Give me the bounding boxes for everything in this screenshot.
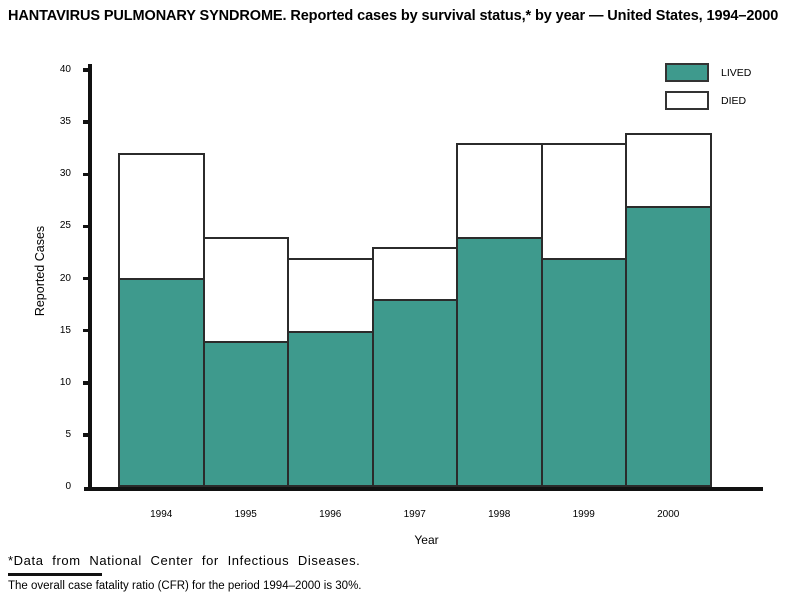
bar-segment-died [204, 238, 287, 342]
x-tick-label: 1996 [319, 509, 342, 520]
legend-swatch-icon [665, 63, 709, 82]
legend-item: LIVED [665, 63, 751, 82]
legend-label: DIED [721, 94, 747, 107]
bar-stack-1999 [540, 142, 627, 487]
y-tick [83, 381, 92, 385]
y-tick [83, 172, 92, 176]
bar-segment-died [542, 144, 625, 258]
y-tick [83, 120, 92, 124]
x-tick-label: 1994 [150, 509, 173, 520]
bar-segment-lived [542, 257, 625, 485]
y-tick-label: 35 [59, 116, 71, 128]
bar-stack-2000 [625, 132, 712, 487]
y-tick-label: 40 [59, 64, 71, 75]
bar-segment-died [458, 144, 541, 237]
legend-item: DIED [665, 91, 751, 110]
footnote-divider [8, 573, 102, 576]
bar-segment-lived [120, 278, 203, 485]
footnote-cfr: The overall case fatality ratio (CFR) fo… [8, 580, 362, 592]
x-tick-label: 1997 [403, 509, 426, 520]
x-tick-label: 2000 [657, 509, 680, 520]
y-tick-label: 30 [59, 168, 71, 180]
legend-swatch-icon [665, 91, 709, 110]
bar-segment-lived [373, 299, 456, 485]
bar-segment-died [120, 155, 203, 279]
x-axis-title: Year [414, 533, 439, 547]
y-tick [83, 276, 92, 281]
bar-segment-lived [627, 205, 710, 485]
chart-title: HANTAVIRUS PULMONARY SYNDROME. Reported … [8, 8, 779, 24]
footnote-data-source: *Data from National Center for Infectiou… [8, 553, 361, 568]
bar-stack-1998 [456, 142, 543, 487]
x-tick-label: 1998 [488, 509, 511, 520]
chart-legend: LIVED DIED [665, 63, 751, 119]
y-tick-label: 0 [65, 481, 71, 492]
y-tick-label: 5 [65, 428, 71, 440]
x-tick-label: 1999 [572, 509, 595, 520]
y-tick [83, 328, 92, 333]
bar-stack-1996 [287, 257, 374, 487]
bar-segment-died [373, 249, 456, 300]
y-tick-label: 20 [59, 272, 71, 284]
bar-segment-lived [458, 236, 541, 485]
x-tick-label: 1995 [234, 509, 257, 520]
bar-stack-1997 [371, 247, 458, 487]
y-tick-label: 10 [59, 376, 71, 388]
bar-segment-died [627, 134, 710, 206]
bar-segment-lived [289, 330, 372, 485]
bar-segment-died [289, 259, 372, 331]
x-axis-line [84, 487, 763, 491]
bar-stack-1995 [202, 236, 289, 487]
y-tick [83, 433, 92, 437]
y-tick [83, 68, 92, 72]
y-tick [83, 224, 92, 229]
legend-label: LIVED [721, 66, 752, 79]
bar-segment-lived [204, 341, 287, 485]
bar-stack-1994 [118, 153, 205, 487]
y-tick-label: 25 [59, 220, 71, 232]
y-tick-label: 15 [59, 324, 71, 336]
